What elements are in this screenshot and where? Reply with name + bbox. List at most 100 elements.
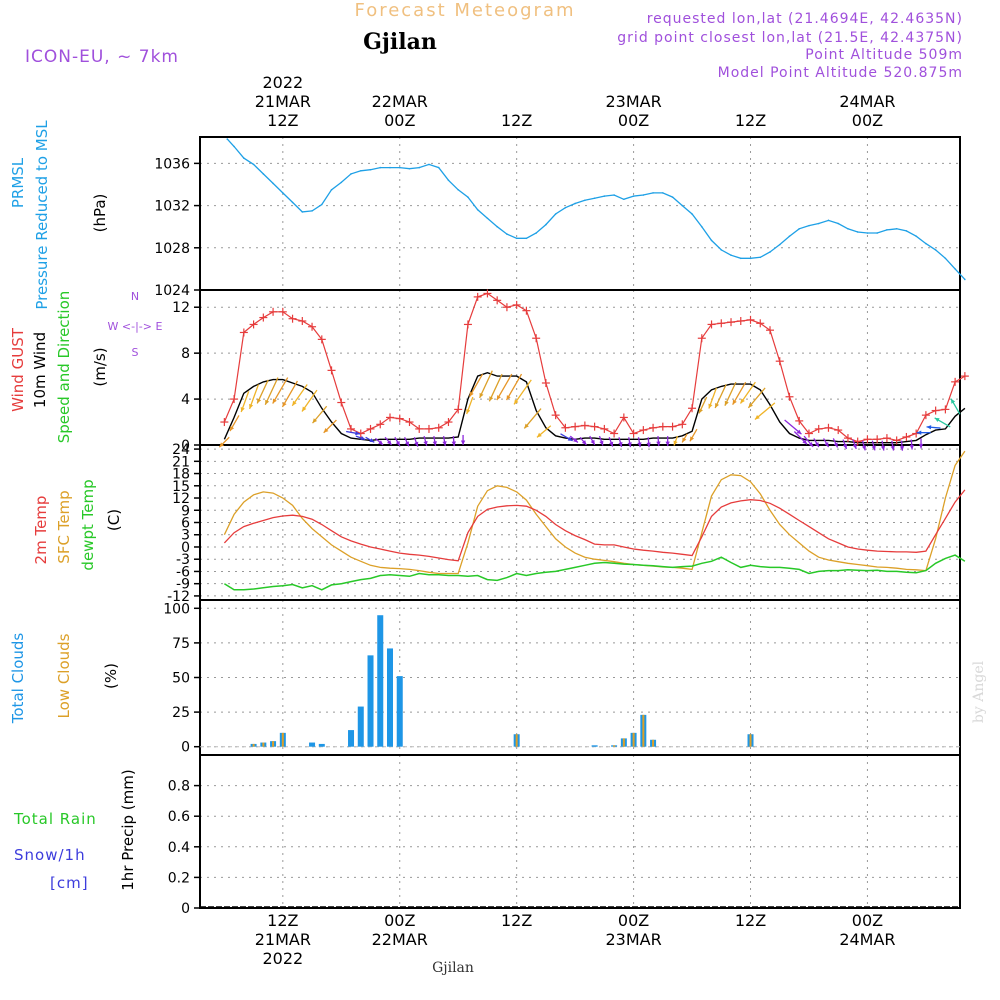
arrow-head xyxy=(698,408,703,414)
arrow-head xyxy=(451,441,456,447)
footer-location: Gjilan xyxy=(432,960,474,976)
wind-gust-marker xyxy=(668,422,677,431)
wind-direction-arrow xyxy=(404,436,410,447)
time-label: 12Z xyxy=(735,911,766,930)
wind-direction-arrow xyxy=(346,430,361,436)
wind-direction-arrow xyxy=(813,438,820,448)
wind-gust-marker xyxy=(892,436,901,445)
wind-direction-arrow xyxy=(754,402,776,421)
total-cloud-bar xyxy=(357,706,364,747)
wind-gust-marker xyxy=(483,289,492,298)
wind-direction-arrow xyxy=(950,398,961,415)
arrow-head xyxy=(665,441,670,447)
wind-direction-arrow xyxy=(909,439,914,450)
total-rain-label: Total Rain xyxy=(13,810,97,828)
wind-direction-arrow xyxy=(926,425,941,430)
low-cloud-bar xyxy=(632,732,635,747)
arrow-head xyxy=(724,400,729,406)
wind-ytick-label: 12 xyxy=(172,300,190,316)
wind-gust-marker xyxy=(814,424,823,433)
total-clouds-label: Total Clouds xyxy=(9,633,27,725)
wind-gust-marker xyxy=(688,404,697,413)
wind-gust-marker xyxy=(727,318,736,327)
wind-gust-marker xyxy=(843,434,852,443)
wind-gust-marker xyxy=(707,320,716,329)
arrow-head xyxy=(814,442,819,448)
wind-gust-marker xyxy=(454,405,463,414)
arrow-head xyxy=(240,407,245,413)
total-cloud-bar xyxy=(309,742,316,747)
arrow-head xyxy=(618,442,623,447)
wind-gust-marker xyxy=(512,300,521,309)
arrow-head xyxy=(682,437,687,443)
wind-gust-marker xyxy=(824,423,833,432)
wind-gust-marker xyxy=(658,422,667,431)
pressure-point xyxy=(905,230,908,232)
pressure-point xyxy=(691,213,693,215)
wind-gust-marker xyxy=(775,357,784,366)
snow-unit-label: [cm] xyxy=(50,874,89,892)
wind-direction-arrow xyxy=(747,387,766,409)
wind-gust-marker xyxy=(756,319,765,328)
wind-direction-arrow xyxy=(374,437,384,446)
cloud-labels: Total Clouds Low Clouds (%) xyxy=(9,633,120,725)
time-label: 00Z xyxy=(852,111,883,130)
wind-gust-marker xyxy=(502,303,511,312)
wind-gust-marker xyxy=(239,328,248,337)
arrow-head xyxy=(442,441,447,446)
pressure-point xyxy=(506,233,508,235)
arrow-head xyxy=(609,441,614,447)
pressure-point xyxy=(515,237,518,240)
temperature-ytick-label: 9 xyxy=(181,503,190,519)
arrow-shaft xyxy=(505,373,523,401)
wind-gust-marker xyxy=(230,395,239,404)
arrow-head xyxy=(432,441,437,446)
precip-frame xyxy=(199,754,961,909)
pressure-ytick-label: 1024 xyxy=(154,283,190,299)
wind-direction-arrow xyxy=(432,435,437,447)
pressure-point xyxy=(652,192,654,194)
temperature-ytick-label: 12 xyxy=(172,491,190,507)
arrow-head xyxy=(732,399,737,405)
wind-gust-marker xyxy=(746,315,755,324)
arrow-shaft xyxy=(272,377,289,404)
wind-gust-marker xyxy=(493,296,502,305)
arrow-head xyxy=(861,445,867,451)
wind-gust-marker xyxy=(678,420,687,429)
pressure-point xyxy=(778,243,781,246)
arrow-head xyxy=(496,395,501,401)
wind-speed-line xyxy=(223,371,966,444)
wind-gust-marker xyxy=(853,437,862,446)
wind-direction-arrow xyxy=(579,436,587,446)
time-label: 12Z xyxy=(267,111,298,130)
pressure-point xyxy=(623,198,625,201)
wind-gust-marker xyxy=(220,418,229,427)
wind-gust-marker xyxy=(834,426,843,435)
wind-labels: Wind GUST 10m Wind Speed and Direction (… xyxy=(9,290,162,443)
wind-direction-arrow xyxy=(248,384,260,410)
wind-gust-marker xyxy=(931,406,940,415)
wind-ytick-label: 8 xyxy=(181,346,190,362)
pressure-point xyxy=(262,173,265,175)
pressure-point xyxy=(710,239,713,242)
pressure-point xyxy=(895,228,898,230)
arrow-shaft xyxy=(496,373,513,401)
wind-direction-arrow xyxy=(513,379,532,405)
wind-gust-marker xyxy=(405,418,414,427)
pressure-point xyxy=(915,235,917,237)
wind-gust-marker xyxy=(415,424,424,433)
wind-direction-arrow xyxy=(899,440,905,451)
arrow-head xyxy=(257,398,262,404)
wind-direction-arrow xyxy=(451,436,456,447)
pressure-point xyxy=(226,138,229,140)
time-label: 00Z xyxy=(384,111,415,130)
wind-gust-marker xyxy=(347,424,356,433)
pressure-point xyxy=(759,256,762,259)
arrow-head xyxy=(890,445,895,451)
wind-gust-marker xyxy=(298,317,307,325)
arrow-head xyxy=(469,391,474,397)
time-label: 00Z xyxy=(618,911,649,930)
time-label: 2022 xyxy=(262,73,303,92)
precip-ytick-label: 0 xyxy=(181,901,190,917)
